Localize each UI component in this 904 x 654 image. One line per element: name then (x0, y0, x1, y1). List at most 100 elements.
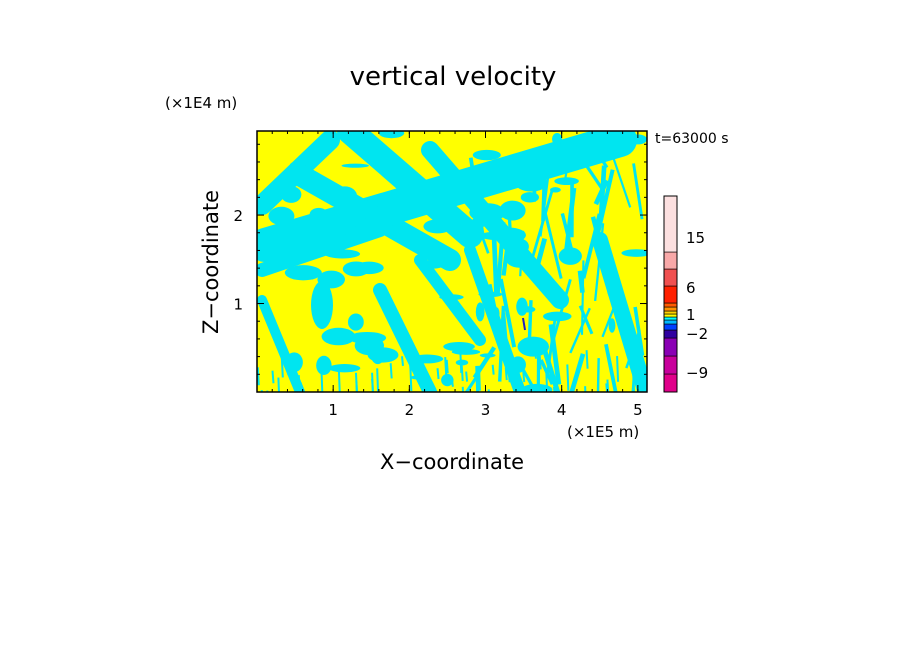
negative-patch (439, 294, 464, 301)
negative-stripe (631, 336, 639, 392)
colorbar-segment (663, 306, 678, 312)
negative-stripe (532, 238, 548, 276)
negative-stripe (472, 346, 497, 379)
negative-stripe (533, 346, 537, 359)
negative-stripe (522, 370, 526, 383)
negative-patch (551, 133, 563, 145)
negative-patch (358, 200, 379, 208)
strong-negative-patch (522, 317, 526, 331)
negative-stripe (421, 384, 425, 392)
negative-patch (410, 375, 430, 380)
negative-stripe (445, 359, 449, 374)
negative-stripe (605, 383, 609, 392)
negative-stripe (498, 278, 517, 348)
negative-patch (404, 239, 437, 247)
negative-stripe (488, 283, 503, 338)
negative-patch (479, 231, 514, 241)
chart-title: vertical velocity (350, 62, 557, 92)
negative-patch (517, 336, 549, 357)
negative-patch (443, 342, 475, 352)
negative-stripe (569, 307, 591, 354)
negative-stripe (501, 242, 510, 276)
x-tick-label: 3 (481, 401, 491, 419)
plot-frame (256, 130, 648, 393)
negative-patch (268, 206, 295, 226)
negative-patch (367, 347, 399, 363)
negative-patch (554, 177, 579, 186)
negative-patch (520, 192, 539, 203)
negative-patch (280, 186, 302, 203)
negative-stripe (641, 390, 644, 392)
negative-band (337, 131, 483, 248)
negative-stripe (590, 216, 603, 245)
negative-band (257, 295, 305, 392)
colorbar-label: 15 (686, 229, 705, 247)
negative-stripe (465, 371, 469, 382)
negative-stripe (297, 375, 301, 392)
negative-stripe (257, 367, 260, 386)
y-tick-label: 2 (233, 207, 243, 225)
time-label: t=63000 s (655, 131, 729, 147)
colorbar-label: 6 (686, 279, 696, 297)
colorbar-segment (663, 355, 678, 375)
colorbar-segment (663, 373, 678, 393)
negative-patch (332, 186, 358, 206)
colorbar: 15 6 1−2 −9 (663, 195, 708, 393)
negative-stripe (529, 389, 532, 392)
negative-band (373, 283, 437, 392)
colorbar-segment (663, 285, 678, 304)
negative-stripe (601, 300, 618, 338)
negative-patch (285, 352, 303, 373)
negative-patch (543, 311, 572, 322)
negative-patch (441, 373, 454, 387)
negative-stripe (584, 386, 587, 392)
negative-stripe (633, 337, 647, 392)
x-axis-unit: (×1E5 m) (567, 423, 639, 441)
negative-stripe (513, 381, 516, 392)
negative-patch (423, 219, 452, 234)
negative-patch (289, 162, 300, 169)
colorbar-label: −9 (686, 364, 708, 382)
x-tick-label: 4 (557, 401, 567, 419)
negative-stripe (266, 390, 269, 392)
negative-stripe (596, 358, 600, 392)
negative-stripe (389, 363, 393, 379)
negative-patch (324, 249, 361, 259)
negative-stripe (513, 357, 517, 381)
x-tick-label: 5 (633, 401, 643, 419)
negative-patch (520, 306, 536, 313)
negative-stripe (625, 329, 641, 369)
negative-stripe (598, 165, 607, 221)
negative-stripe (461, 386, 464, 392)
negative-stripe (497, 154, 516, 187)
negative-stripe (527, 300, 533, 350)
field-stripes (257, 137, 647, 392)
negative-patch (311, 281, 333, 329)
negative-stripe (473, 214, 490, 254)
negative-patch (322, 133, 337, 151)
negative-stripe (487, 389, 490, 392)
negative-stripe (516, 366, 520, 385)
colorbar-label: 1 (686, 306, 696, 324)
negative-patch (621, 249, 647, 257)
negative-stripe (495, 221, 506, 297)
negative-stripe (371, 372, 374, 392)
negative-patch (515, 174, 548, 192)
negative-patch (284, 265, 322, 281)
negative-patch (388, 224, 403, 234)
colorbar-segment (663, 313, 678, 318)
negative-stripe (320, 373, 324, 392)
negative-patch (413, 238, 420, 248)
negative-stripe (554, 381, 558, 392)
negative-patch (341, 215, 364, 227)
negative-band (257, 223, 387, 277)
negative-band (257, 131, 637, 262)
colorbar-segment (663, 329, 678, 339)
negative-stripe (400, 356, 404, 367)
negative-stripe (468, 157, 485, 237)
plot-area (257, 131, 647, 392)
negative-stripe (444, 357, 448, 376)
y-axis-label: Z−coordinate (199, 190, 223, 334)
negative-stripe (277, 377, 280, 392)
